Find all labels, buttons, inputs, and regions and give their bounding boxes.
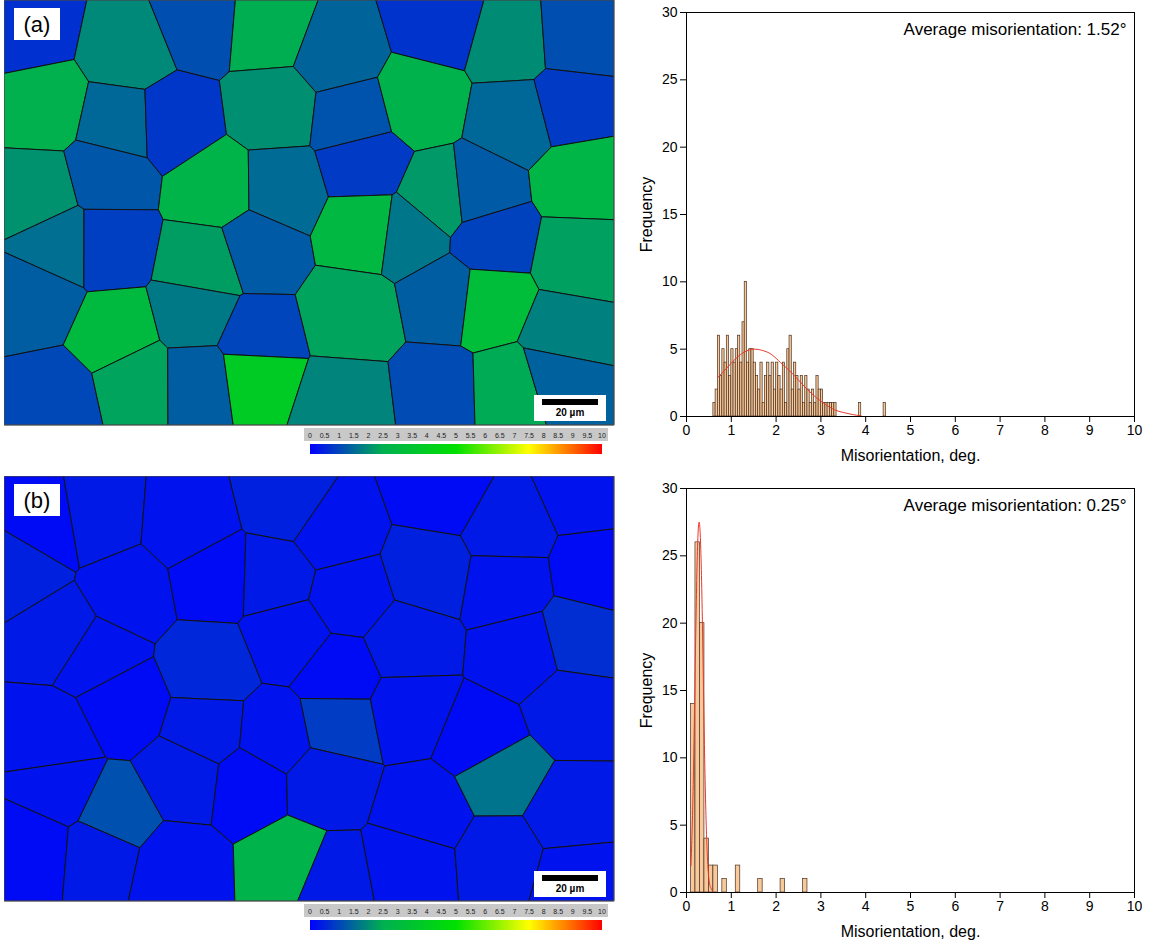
svg-text:6: 6	[951, 898, 959, 914]
svg-text:6.5: 6.5	[495, 432, 505, 439]
svg-text:1.5: 1.5	[349, 432, 359, 439]
svg-text:4: 4	[862, 422, 870, 438]
svg-text:3: 3	[396, 908, 400, 915]
svg-text:25: 25	[662, 71, 678, 87]
svg-text:3.5: 3.5	[407, 432, 417, 439]
svg-text:5: 5	[670, 341, 678, 357]
svg-text:9: 9	[571, 908, 575, 915]
svg-text:3: 3	[817, 422, 825, 438]
svg-text:2: 2	[366, 908, 370, 915]
svg-text:2: 2	[772, 898, 780, 914]
svg-text:4.5: 4.5	[437, 432, 447, 439]
svg-text:5: 5	[454, 908, 458, 915]
svg-text:15: 15	[662, 682, 678, 698]
svg-text:1: 1	[727, 898, 735, 914]
svg-text:5: 5	[670, 817, 678, 833]
svg-text:5.5: 5.5	[466, 432, 476, 439]
svg-text:9: 9	[1086, 898, 1094, 914]
svg-text:0.5: 0.5	[320, 432, 330, 439]
svg-text:8: 8	[542, 908, 546, 915]
svg-text:30: 30	[662, 480, 678, 496]
svg-text:Frequency: Frequency	[638, 653, 655, 729]
svg-text:8: 8	[1041, 422, 1049, 438]
svg-text:5: 5	[907, 422, 915, 438]
svg-text:(a): (a)	[24, 12, 51, 37]
svg-text:10: 10	[598, 432, 606, 439]
svg-text:9.5: 9.5	[583, 908, 593, 915]
svg-text:3.5: 3.5	[407, 908, 417, 915]
svg-text:4: 4	[425, 432, 429, 439]
svg-text:0: 0	[308, 432, 312, 439]
svg-text:5: 5	[454, 432, 458, 439]
svg-text:7: 7	[512, 908, 516, 915]
svg-text:10: 10	[1127, 898, 1143, 914]
svg-text:20 µm: 20 µm	[556, 883, 585, 894]
svg-text:20: 20	[662, 139, 678, 155]
svg-text:9: 9	[571, 432, 575, 439]
svg-text:Frequency: Frequency	[638, 177, 655, 253]
svg-text:Average misorientation: 0.25°: Average misorientation: 0.25°	[904, 496, 1127, 515]
svg-text:6: 6	[951, 422, 959, 438]
svg-text:3: 3	[396, 432, 400, 439]
svg-text:2.5: 2.5	[378, 908, 388, 915]
svg-text:1: 1	[727, 422, 735, 438]
svg-text:Misorientation, deg.: Misorientation, deg.	[841, 447, 981, 464]
svg-text:9.5: 9.5	[583, 432, 593, 439]
svg-text:6: 6	[483, 908, 487, 915]
svg-text:20 µm: 20 µm	[556, 407, 585, 418]
svg-text:Average misorientation: 1.52°: Average misorientation: 1.52°	[904, 20, 1127, 39]
svg-text:6: 6	[483, 432, 487, 439]
svg-text:10: 10	[598, 908, 606, 915]
svg-text:0.5: 0.5	[320, 908, 330, 915]
svg-text:10: 10	[1127, 422, 1143, 438]
svg-text:7.5: 7.5	[524, 908, 534, 915]
svg-text:2: 2	[366, 432, 370, 439]
svg-text:3: 3	[817, 898, 825, 914]
svg-text:1: 1	[337, 432, 341, 439]
svg-text:0: 0	[683, 898, 691, 914]
svg-text:6.5: 6.5	[495, 908, 505, 915]
svg-text:4: 4	[425, 908, 429, 915]
svg-text:0: 0	[670, 884, 678, 900]
svg-text:5: 5	[907, 898, 915, 914]
svg-text:0: 0	[670, 408, 678, 424]
svg-text:25: 25	[662, 547, 678, 563]
svg-text:1.5: 1.5	[349, 908, 359, 915]
svg-text:0: 0	[308, 908, 312, 915]
svg-text:9: 9	[1086, 422, 1094, 438]
svg-text:30: 30	[662, 4, 678, 20]
svg-text:Misorientation, deg.: Misorientation, deg.	[841, 923, 981, 940]
svg-text:10: 10	[662, 273, 678, 289]
svg-text:2.5: 2.5	[378, 432, 388, 439]
svg-text:7: 7	[996, 898, 1004, 914]
svg-text:20: 20	[662, 615, 678, 631]
svg-text:7: 7	[996, 422, 1004, 438]
svg-text:1: 1	[337, 908, 341, 915]
svg-text:0: 0	[683, 422, 691, 438]
svg-text:8.5: 8.5	[553, 432, 563, 439]
svg-text:(b): (b)	[24, 488, 51, 513]
svg-text:5.5: 5.5	[466, 908, 476, 915]
svg-text:7.5: 7.5	[524, 432, 534, 439]
svg-text:8: 8	[542, 432, 546, 439]
svg-text:2: 2	[772, 422, 780, 438]
svg-text:4: 4	[862, 898, 870, 914]
svg-text:8.5: 8.5	[553, 908, 563, 915]
svg-text:15: 15	[662, 206, 678, 222]
svg-text:8: 8	[1041, 898, 1049, 914]
svg-text:4.5: 4.5	[437, 908, 447, 915]
svg-text:7: 7	[512, 432, 516, 439]
svg-text:10: 10	[662, 749, 678, 765]
